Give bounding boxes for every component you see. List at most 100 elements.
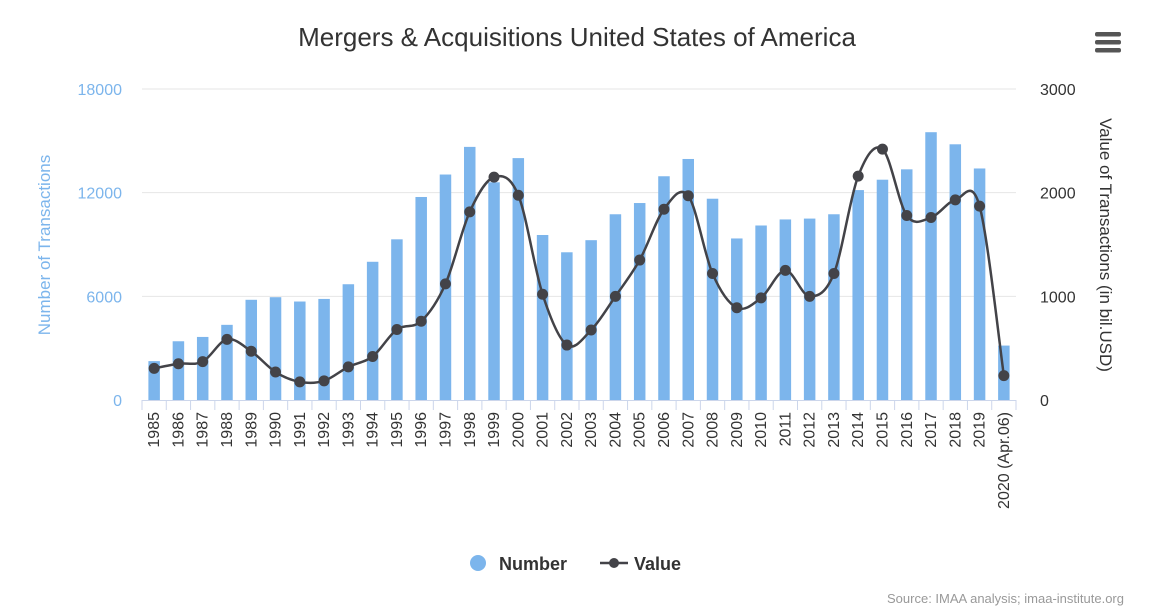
bar-2003[interactable] [585,240,597,400]
bar-2001[interactable] [536,234,549,400]
bar-2007[interactable] [682,158,695,400]
x-tick-label: 2012 [802,412,819,448]
point-1992[interactable] [318,375,330,387]
x-tick-label: 1991 [292,412,309,448]
bar-1986[interactable] [172,341,185,400]
x-tick-label: 1998 [462,412,479,448]
left-tick-label: 18000 [78,82,123,99]
point-1987[interactable] [197,356,209,368]
point-2010[interactable] [755,292,767,304]
x-tick-label: 1987 [195,412,212,448]
point-2019[interactable] [974,200,986,212]
left-tick-label: 0 [113,393,122,410]
point-2009[interactable] [731,302,743,314]
credits[interactable]: Source: IMAA analysis; imaa-institute.or… [887,591,1124,606]
point-1988[interactable] [221,333,233,345]
point-1994[interactable] [367,350,379,362]
point-1991[interactable] [294,376,306,388]
bar-1988[interactable] [221,324,233,400]
point-2008[interactable] [707,268,719,280]
left-tick-label: 12000 [78,186,123,203]
x-tick-label: 2000 [510,412,527,448]
bar-1998[interactable] [464,146,476,400]
bar-2009[interactable] [731,238,743,400]
legend-item-value[interactable]: Value [600,554,681,574]
grid [142,88,1016,297]
right-tick-label: 1000 [1040,289,1076,306]
x-tick-label: 2006 [656,412,673,448]
point-1990[interactable] [270,366,282,378]
x-tick-label: 2011 [777,412,794,447]
bar-2002[interactable] [561,252,573,400]
point-2004[interactable] [609,290,621,302]
bar-2012[interactable] [803,218,816,400]
x-tick-label: 2019 [972,412,989,448]
bar-1987[interactable] [196,336,209,400]
point-2020 (Apr.06)[interactable] [998,370,1010,382]
bar-2017[interactable] [925,132,937,400]
bar-2004[interactable] [609,214,622,400]
point-1993[interactable] [342,361,354,373]
point-2005[interactable] [634,254,646,266]
bar-1995[interactable] [391,239,403,400]
x-tick-label: 1993 [340,412,357,448]
bar-2006[interactable] [658,176,670,400]
left-tick-label: 6000 [86,289,122,306]
bar-2015[interactable] [876,179,889,400]
x-tick-label: 2005 [632,412,649,448]
bar-2013[interactable] [828,214,840,400]
x-tick-label: 1986 [170,412,187,448]
right-tick-label: 0 [1040,393,1049,410]
bar-1999[interactable] [488,182,500,400]
x-tick-label: 1997 [437,412,454,448]
bar-2019[interactable] [973,168,986,400]
point-1999[interactable] [488,171,500,183]
legend-label-value: Value [634,554,681,574]
point-2012[interactable] [804,290,816,302]
point-1995[interactable] [391,324,403,336]
bar-2011[interactable] [779,219,792,400]
bar-2008[interactable] [706,198,719,400]
legend-item-number[interactable]: Number [470,554,567,574]
point-2013[interactable] [828,268,840,280]
bar-2010[interactable] [755,225,767,400]
x-tick-label: 2009 [729,412,746,448]
point-2014[interactable] [852,170,864,182]
hamburger-icon[interactable] [1095,32,1121,53]
point-1989[interactable] [245,345,257,357]
point-2007[interactable] [682,190,694,202]
bar-2005[interactable] [633,203,646,400]
point-2011[interactable] [779,264,791,276]
x-tick-label: 2016 [899,412,916,448]
point-2002[interactable] [561,339,573,351]
point-1998[interactable] [464,206,476,218]
point-2003[interactable] [585,324,597,336]
point-2018[interactable] [949,194,961,206]
point-2006[interactable] [658,203,670,215]
bar-1990[interactable] [269,297,282,400]
right-axis: 0 1000 2000 3000 [1040,82,1076,410]
bar-1993[interactable] [342,284,355,400]
bar-1996[interactable] [415,196,427,400]
value-line [153,146,1006,385]
point-2001[interactable] [537,288,549,300]
point-1986[interactable] [172,358,184,370]
menu-button[interactable] [1095,32,1121,53]
bar-2014[interactable] [852,190,864,400]
bar-1991[interactable] [294,301,306,400]
point-2017[interactable] [925,212,937,224]
bar-2016[interactable] [901,169,913,400]
bar-1994[interactable] [366,261,379,400]
point-1996[interactable] [415,315,427,327]
point-1997[interactable] [439,278,451,290]
point-2000[interactable] [512,189,524,201]
x-axis: 1985 1986 1987 1988 1989 1990 1991 1992 1993 1994… [141,400,1017,509]
point-1985[interactable] [148,362,160,374]
x-tick-label: 2008 [705,412,722,448]
point-2016[interactable] [901,209,913,221]
bar-1985[interactable] [148,361,160,400]
bar-1992[interactable] [318,298,330,400]
point-2015[interactable] [876,143,888,155]
bar-2000[interactable] [512,158,525,400]
bar-2018[interactable] [949,144,962,400]
